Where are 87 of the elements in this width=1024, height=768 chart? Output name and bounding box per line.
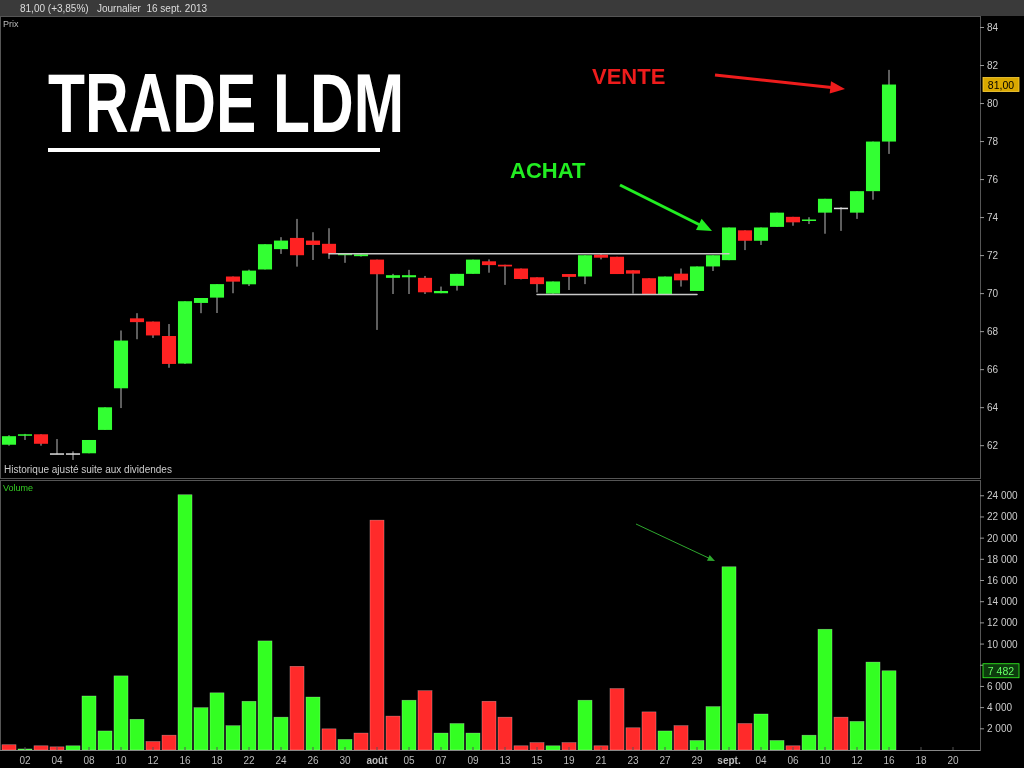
text: TRADE LDM <box>48 56 405 151</box>
y-tick-label: 14 000 <box>987 596 1019 608</box>
candlestick <box>481 258 497 274</box>
y-tick-label: 12 000 <box>987 617 1019 629</box>
chart-subtitle: 81,00 (+3,85%) Journalier 16 sept. 2013 <box>20 3 208 14</box>
x-tick-label: 18 <box>915 755 927 766</box>
x-tick-label: 20 <box>947 755 959 766</box>
y-tick-label: 78 <box>987 136 999 148</box>
candlestick <box>401 269 417 295</box>
candlestick <box>385 273 401 295</box>
y-tick-label: 70 <box>987 288 999 300</box>
candlestick <box>273 236 289 255</box>
candlestick <box>17 433 33 441</box>
y-tick-label: 82 <box>987 60 999 72</box>
y-tick-label: 66 <box>987 364 999 376</box>
annotation: ACHAT <box>510 158 586 183</box>
candlestick <box>289 218 305 268</box>
annotation: VENTE <box>592 64 666 89</box>
annotation: Historique ajusté suite aux dividendes <box>4 464 172 475</box>
x-tick-label: 18 <box>211 755 223 766</box>
y-tick-label: 18 000 <box>987 553 1019 565</box>
candlestick <box>417 275 433 295</box>
x-tick-label: 12 <box>851 755 863 766</box>
y-tick-label: 4 000 <box>987 702 1013 714</box>
y-tick-label: 22 000 <box>987 511 1019 523</box>
candlestick <box>305 231 321 261</box>
x-tick-label: 16 <box>883 755 895 766</box>
y-tick-label: 20 000 <box>987 532 1019 544</box>
annotation: 7 482 <box>987 664 1015 677</box>
x-tick-label: août <box>366 755 389 766</box>
candlestick <box>737 229 753 251</box>
candlestick <box>801 216 817 225</box>
x-tick-label: 27 <box>659 755 671 766</box>
y-tick-label: 72 <box>987 250 999 262</box>
y-tick-label: 74 <box>987 212 999 224</box>
candlestick <box>321 227 337 260</box>
y-axis-title: Volume <box>3 483 34 493</box>
x-tick-label: 06 <box>787 755 799 766</box>
x-tick-label: 12 <box>147 755 159 766</box>
candlestick <box>625 269 641 295</box>
y-tick-label: 76 <box>987 174 999 186</box>
candlestick <box>65 450 81 461</box>
y-tick-label: 84 <box>987 22 999 33</box>
y-tick-label: 80 <box>987 98 999 110</box>
x-tick-label: 21 <box>595 755 607 766</box>
x-tick-label: sept. <box>717 755 741 766</box>
x-tick-label: 29 <box>691 755 703 766</box>
candlestick <box>369 259 385 331</box>
x-tick-label: 04 <box>51 755 63 766</box>
x-tick-label: 23 <box>627 755 639 766</box>
x-tick-label: 07 <box>435 755 447 766</box>
y-tick-label: 10 000 <box>987 638 1019 650</box>
x-tick-label: 30 <box>339 755 351 766</box>
x-tick-label: 22 <box>243 755 255 766</box>
x-tick-label: 08 <box>83 755 95 766</box>
y-axis-title: Prix <box>3 19 19 29</box>
candlestick <box>577 254 593 285</box>
y-tick-label: 62 <box>987 440 999 452</box>
candlestick <box>225 276 241 294</box>
x-tick-label: 10 <box>819 755 831 766</box>
candlestick <box>209 283 225 314</box>
annotation: 81,00 <box>987 78 1015 91</box>
y-tick-label: 6 000 <box>987 680 1013 692</box>
candlestick <box>849 190 865 220</box>
x-tick-label: 16 <box>179 755 191 766</box>
candlestick <box>529 276 545 293</box>
y-tick-label: 2 000 <box>987 723 1013 735</box>
y-tick-label: 16 000 <box>987 575 1019 587</box>
x-tick-label: 04 <box>755 755 767 766</box>
x-tick-label: 26 <box>307 755 319 766</box>
y-tick-label: 64 <box>987 402 999 414</box>
y-tick-label: 24 000 <box>987 490 1019 502</box>
x-tick-label: 09 <box>467 755 479 766</box>
x-tick-label: 02 <box>19 755 31 766</box>
candlestick <box>129 312 145 340</box>
candlestick <box>49 438 65 455</box>
x-tick-label: 19 <box>563 755 575 766</box>
x-tick-label: 13 <box>499 755 511 766</box>
candlestick <box>97 406 113 431</box>
candlestick <box>561 273 577 291</box>
x-tick-label: 15 <box>531 755 543 766</box>
x-tick-label: 24 <box>275 755 287 766</box>
x-tick-label: 10 <box>115 755 127 766</box>
y-tick-label: 68 <box>987 326 999 338</box>
x-tick-label: 05 <box>403 755 415 766</box>
candlestick <box>817 198 833 235</box>
candlestick <box>193 297 209 314</box>
